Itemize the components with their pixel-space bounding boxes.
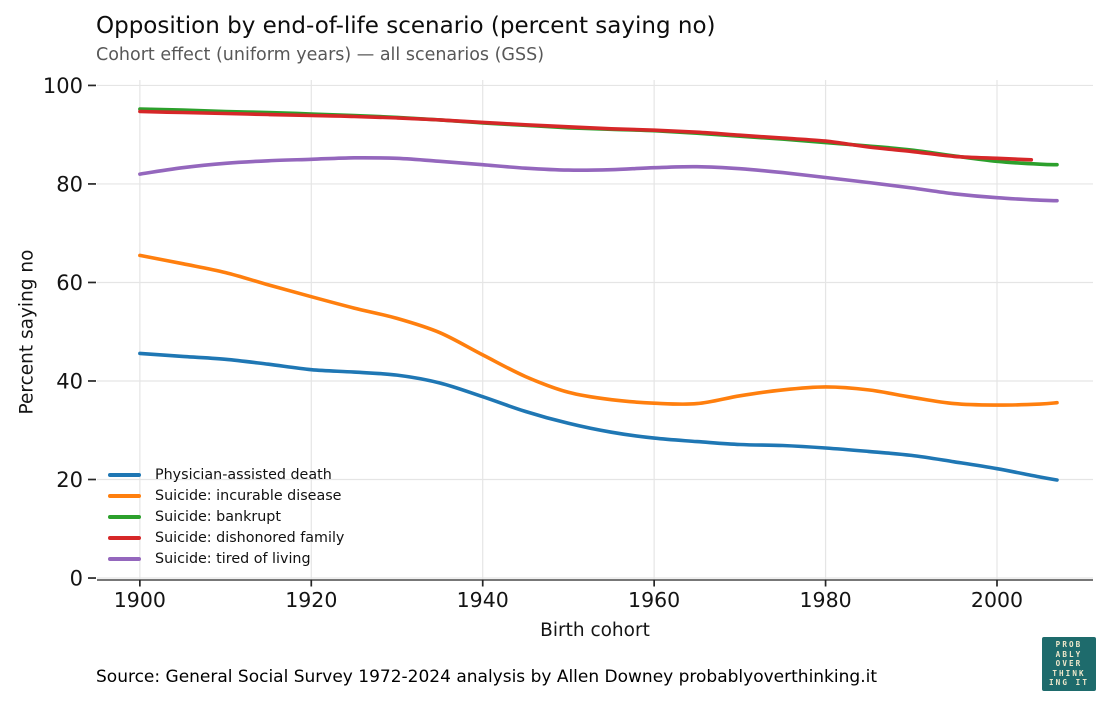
- legend-item: Suicide: incurable disease: [106, 485, 344, 506]
- legend-swatch: [108, 536, 141, 541]
- y-tick-label: 100: [43, 74, 83, 98]
- logo-line: ING IT: [1048, 678, 1090, 688]
- logo-line: THINK: [1052, 668, 1086, 678]
- legend-label: Physician-assisted death: [155, 466, 332, 483]
- x-tick-label: 2000: [971, 588, 1023, 612]
- legend-swatch: [108, 514, 141, 519]
- series-line-suicide-dishonored-family: [138, 109, 1034, 162]
- x-tick-label: 1900: [114, 588, 166, 612]
- legend-swatch: [108, 493, 141, 498]
- y-tick-label: 60: [56, 271, 83, 295]
- probablyoverthinking-logo: PROB ABLY OVER THINK ING IT: [1042, 637, 1096, 691]
- legend-item: Physician-assisted death: [106, 464, 344, 485]
- legend-label: Suicide: dishonored family: [155, 530, 345, 547]
- legend-swatch: [108, 472, 141, 477]
- series-line-suicide-tired-of-living: [138, 155, 1059, 203]
- logo-line: OVER: [1055, 659, 1083, 669]
- legend-item: Suicide: bankrupt: [106, 506, 344, 527]
- x-tick-label: 1980: [799, 588, 851, 612]
- y-axis-label: Percent saying no: [16, 249, 38, 415]
- y-tick-label: 0: [70, 567, 83, 591]
- legend-item: Suicide: tired of living: [106, 549, 344, 570]
- y-tick-label: 80: [56, 172, 83, 196]
- legend-swatch: [108, 557, 141, 562]
- legend-item: Suicide: dishonored family: [106, 528, 344, 549]
- x-tick-label: 1940: [457, 588, 509, 612]
- legend-label: Suicide: incurable disease: [155, 487, 342, 504]
- logo-line: ABLY: [1055, 649, 1083, 659]
- series-line-physician-assisted-death: [138, 351, 1059, 482]
- series-line-suicide-incurable-disease: [138, 253, 1059, 407]
- x-tick-label: 1920: [285, 588, 337, 612]
- chart-subtitle: Cohort effect (uniform years) — all scen…: [96, 45, 545, 65]
- y-tick-label: 40: [56, 369, 83, 393]
- legend-label: Suicide: tired of living: [155, 551, 311, 568]
- x-tick-label: 1960: [628, 588, 680, 612]
- logo-line: PROB: [1055, 640, 1083, 650]
- source-note: Source: General Social Survey 1972-2024 …: [96, 667, 877, 687]
- series-line-suicide-bankrupt: [138, 107, 1059, 167]
- legend: Physician-assisted death Suicide: incurab…: [106, 464, 344, 570]
- x-axis-label: Birth cohort: [540, 620, 650, 641]
- y-tick-label: 20: [56, 468, 83, 492]
- legend-label: Suicide: bankrupt: [155, 508, 281, 525]
- chart-title: Opposition by end-of-life scenario (perc…: [96, 13, 716, 39]
